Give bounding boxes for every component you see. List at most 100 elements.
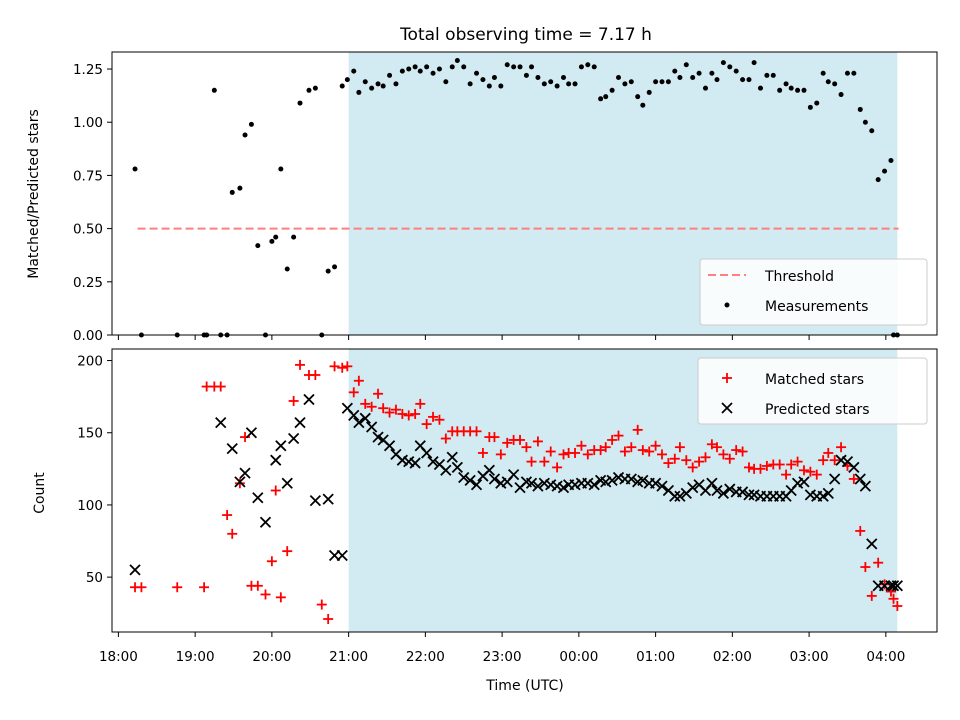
x-stroke-b [736, 486, 749, 498]
predicted-star-point [711, 484, 723, 497]
x-stroke-b [421, 447, 433, 459]
matched-star-point [532, 436, 543, 447]
measurement-points [132, 58, 900, 338]
predicted-star-point [859, 480, 872, 492]
predicted-star-point [717, 487, 730, 500]
x-axis-label: Time (UTC) [485, 678, 563, 694]
x-stroke-b [390, 448, 402, 461]
x-stroke-b [551, 480, 563, 492]
x-stroke-b [396, 454, 408, 466]
x-stroke-b [234, 476, 246, 488]
measurement-point [273, 234, 279, 240]
x-stroke-b [294, 417, 306, 429]
predicted-star-point [372, 431, 384, 443]
matched-star-point [888, 593, 899, 604]
x-stroke-b [829, 473, 841, 485]
matched-star-point [397, 408, 408, 419]
matched-star-point [222, 510, 233, 521]
matched-star-point [829, 455, 840, 466]
x-stroke-b [414, 440, 426, 452]
measurement-point [480, 77, 486, 83]
measurement-point [788, 85, 794, 91]
measurement-point [491, 75, 497, 81]
predicted-star-point [822, 487, 834, 500]
x-stroke-b [409, 457, 421, 469]
measurement-point [443, 79, 449, 85]
predicted-star-point [848, 461, 860, 474]
predicted-star-point [507, 468, 520, 481]
matched-star-point [781, 469, 792, 480]
x-stroke-b [724, 483, 736, 495]
x-stroke-b [328, 549, 341, 562]
matched-star-point [337, 362, 348, 373]
x-stroke-b [674, 490, 686, 502]
measurement-point [677, 75, 683, 81]
measurement-point [832, 81, 838, 87]
measurement-point [777, 87, 783, 93]
matched-star-point [860, 562, 871, 573]
predicted-star-point [532, 480, 544, 492]
matched-star-point [706, 439, 717, 450]
matched-star-point [792, 456, 803, 467]
matched-star-point [477, 447, 488, 458]
measurement-point [461, 64, 467, 70]
x-stroke-b [427, 455, 439, 468]
predicted-star-point [854, 473, 866, 485]
x-stroke-b [464, 474, 476, 487]
x-stroke-b [848, 461, 860, 474]
measurement-point [387, 72, 393, 78]
ratio-y-tick-label: 0.50 [73, 222, 103, 238]
x-tick-label: 03:00 [790, 649, 829, 665]
predicted-star-point [259, 516, 272, 528]
matched-star-point [310, 369, 321, 380]
matched-star-point [295, 359, 306, 370]
x-stroke-b [507, 468, 520, 481]
measurement-point [814, 100, 820, 106]
predicted-star-point [887, 580, 900, 592]
predicted-star-point [451, 461, 463, 474]
measurement-point [690, 75, 696, 81]
measurement-point [369, 85, 375, 91]
x-tick-label: 19:00 [176, 649, 215, 665]
x-stroke-b [377, 434, 389, 446]
measurement-point [882, 168, 888, 174]
predicted-star-point [359, 412, 371, 424]
measurement-point [603, 94, 609, 100]
matched-star-point [415, 398, 426, 409]
ratio-y-tick-label: 1.00 [73, 115, 103, 131]
matched-star-point [595, 445, 606, 456]
measurement-point [454, 58, 460, 64]
x-stroke-b [366, 421, 378, 433]
measurement-point [412, 64, 418, 70]
measurement-point [609, 87, 615, 93]
predicted-star-point [829, 473, 841, 485]
matched-star-point [270, 485, 281, 496]
ratio-panel-frame [111, 51, 938, 336]
matched-star-point [823, 447, 834, 458]
predicted-star-point [366, 421, 378, 433]
measurement-point [727, 64, 733, 70]
matched-star-point [282, 546, 293, 557]
predicted-star-point [557, 481, 570, 494]
matched-star-point [805, 466, 816, 477]
measurement-point [572, 81, 578, 87]
measurement-point [380, 83, 386, 89]
x-stroke-b [606, 474, 618, 487]
matched-star-point [848, 473, 859, 484]
matched-star-point [619, 446, 630, 457]
matched-star-point [694, 456, 705, 467]
measurement-point [436, 66, 442, 72]
matched-star-point [495, 449, 506, 460]
measurement-point [541, 81, 547, 87]
measurement-point [356, 89, 362, 95]
measurement-point [424, 64, 430, 70]
legend-predicted-swatch [721, 402, 733, 414]
predicted-star-point [287, 432, 300, 445]
measurement-point [751, 60, 757, 66]
measurement-point [598, 96, 604, 102]
predicted-star-point [440, 464, 452, 476]
matched-star-point [786, 459, 797, 470]
x-stroke-b [887, 580, 900, 592]
matched-star-point [434, 414, 445, 425]
count-legend: Matched stars Predicted stars [697, 357, 928, 425]
